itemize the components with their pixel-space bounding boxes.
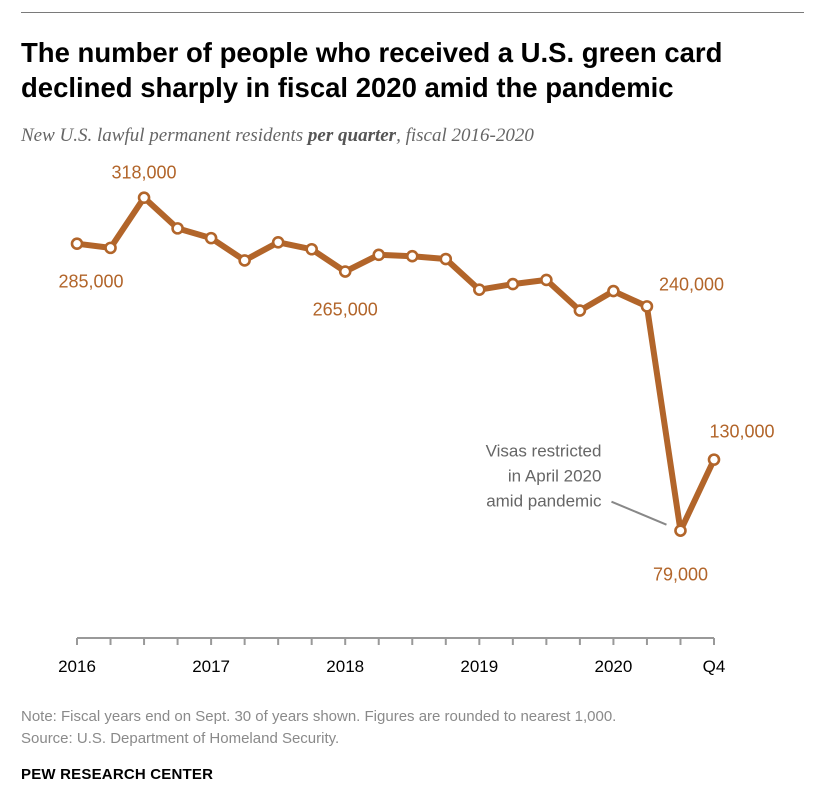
- data-point: [70, 237, 84, 250]
- subtitle-emphasis: per quarter: [307, 125, 397, 146]
- x-tick-label: 2020: [595, 657, 633, 676]
- data-point: [573, 304, 587, 317]
- data-label: 265,000: [313, 300, 378, 320]
- annotation-text-line: Visas restricted: [486, 442, 602, 461]
- data-point: [372, 248, 386, 262]
- data-point: [506, 277, 520, 291]
- data-label: 240,000: [659, 274, 724, 294]
- x-tick-label: 2016: [58, 657, 96, 676]
- chart-subtitle: New U.S. lawful permanent residents per …: [21, 124, 801, 148]
- subtitle-text-start: New U.S. lawful permanent residents: [21, 125, 308, 146]
- data-point: [171, 222, 184, 235]
- chart-title: The number of people who received a U.S.…: [21, 37, 723, 103]
- series-line-group: [74, 194, 717, 534]
- data-points: [70, 191, 721, 537]
- x-tick-label: 2018: [326, 657, 364, 676]
- data-point: [305, 242, 318, 256]
- x-tick-label: 2019: [460, 657, 498, 676]
- data-point: [405, 249, 419, 263]
- data-point: [707, 453, 721, 466]
- top-rule: [21, 12, 804, 13]
- data-point: [271, 235, 285, 249]
- source-text: Source: U.S. Department of Homeland Secu…: [21, 730, 340, 747]
- brand-logo-text: PEW RESEARCH CENTER: [21, 766, 214, 783]
- annotation-group: Visas restricted in April 2020 amid pandem…: [486, 442, 667, 526]
- subtitle-text-end: , fiscal 2016-2020: [396, 125, 534, 146]
- annotation-leader-line: [611, 500, 667, 526]
- data-label: 130,000: [709, 422, 774, 442]
- series-line: [74, 194, 717, 534]
- data-label: 79,000: [653, 565, 708, 585]
- x-tick-label: 2017: [192, 657, 230, 676]
- data-labels: 285,000 318,000 265,000 240,000 79,000 130,00…: [58, 163, 774, 585]
- data-point: [137, 191, 151, 205]
- x-tick-label: Q4: [703, 657, 726, 676]
- data-point: [338, 265, 352, 278]
- data-point: [439, 252, 453, 266]
- data-point: [473, 283, 486, 296]
- data-point: [238, 254, 251, 267]
- note-text: Note: Fiscal years end on Sept. 30 of ye…: [21, 708, 617, 725]
- data-point: [204, 231, 218, 245]
- data-point: [104, 241, 117, 255]
- annotation-text-line: amid pandemic: [486, 492, 602, 511]
- x-axis: 2016 2017 2018 2019 2020 Q4: [58, 637, 726, 676]
- footnote-block: Note: Fiscal years end on Sept. 30 of ye…: [21, 706, 616, 750]
- line-chart: 2016 2017 2018 2019 2020 Q4 Visas restricted i…: [58, 163, 774, 676]
- data-point: [540, 273, 553, 287]
- annotation-text-line: in April 2020: [508, 467, 602, 486]
- data-label: 318,000: [112, 163, 177, 183]
- data-point: [640, 300, 654, 313]
- data-point: [607, 284, 620, 298]
- data-point: [674, 524, 687, 537]
- data-label: 285,000: [58, 272, 123, 292]
